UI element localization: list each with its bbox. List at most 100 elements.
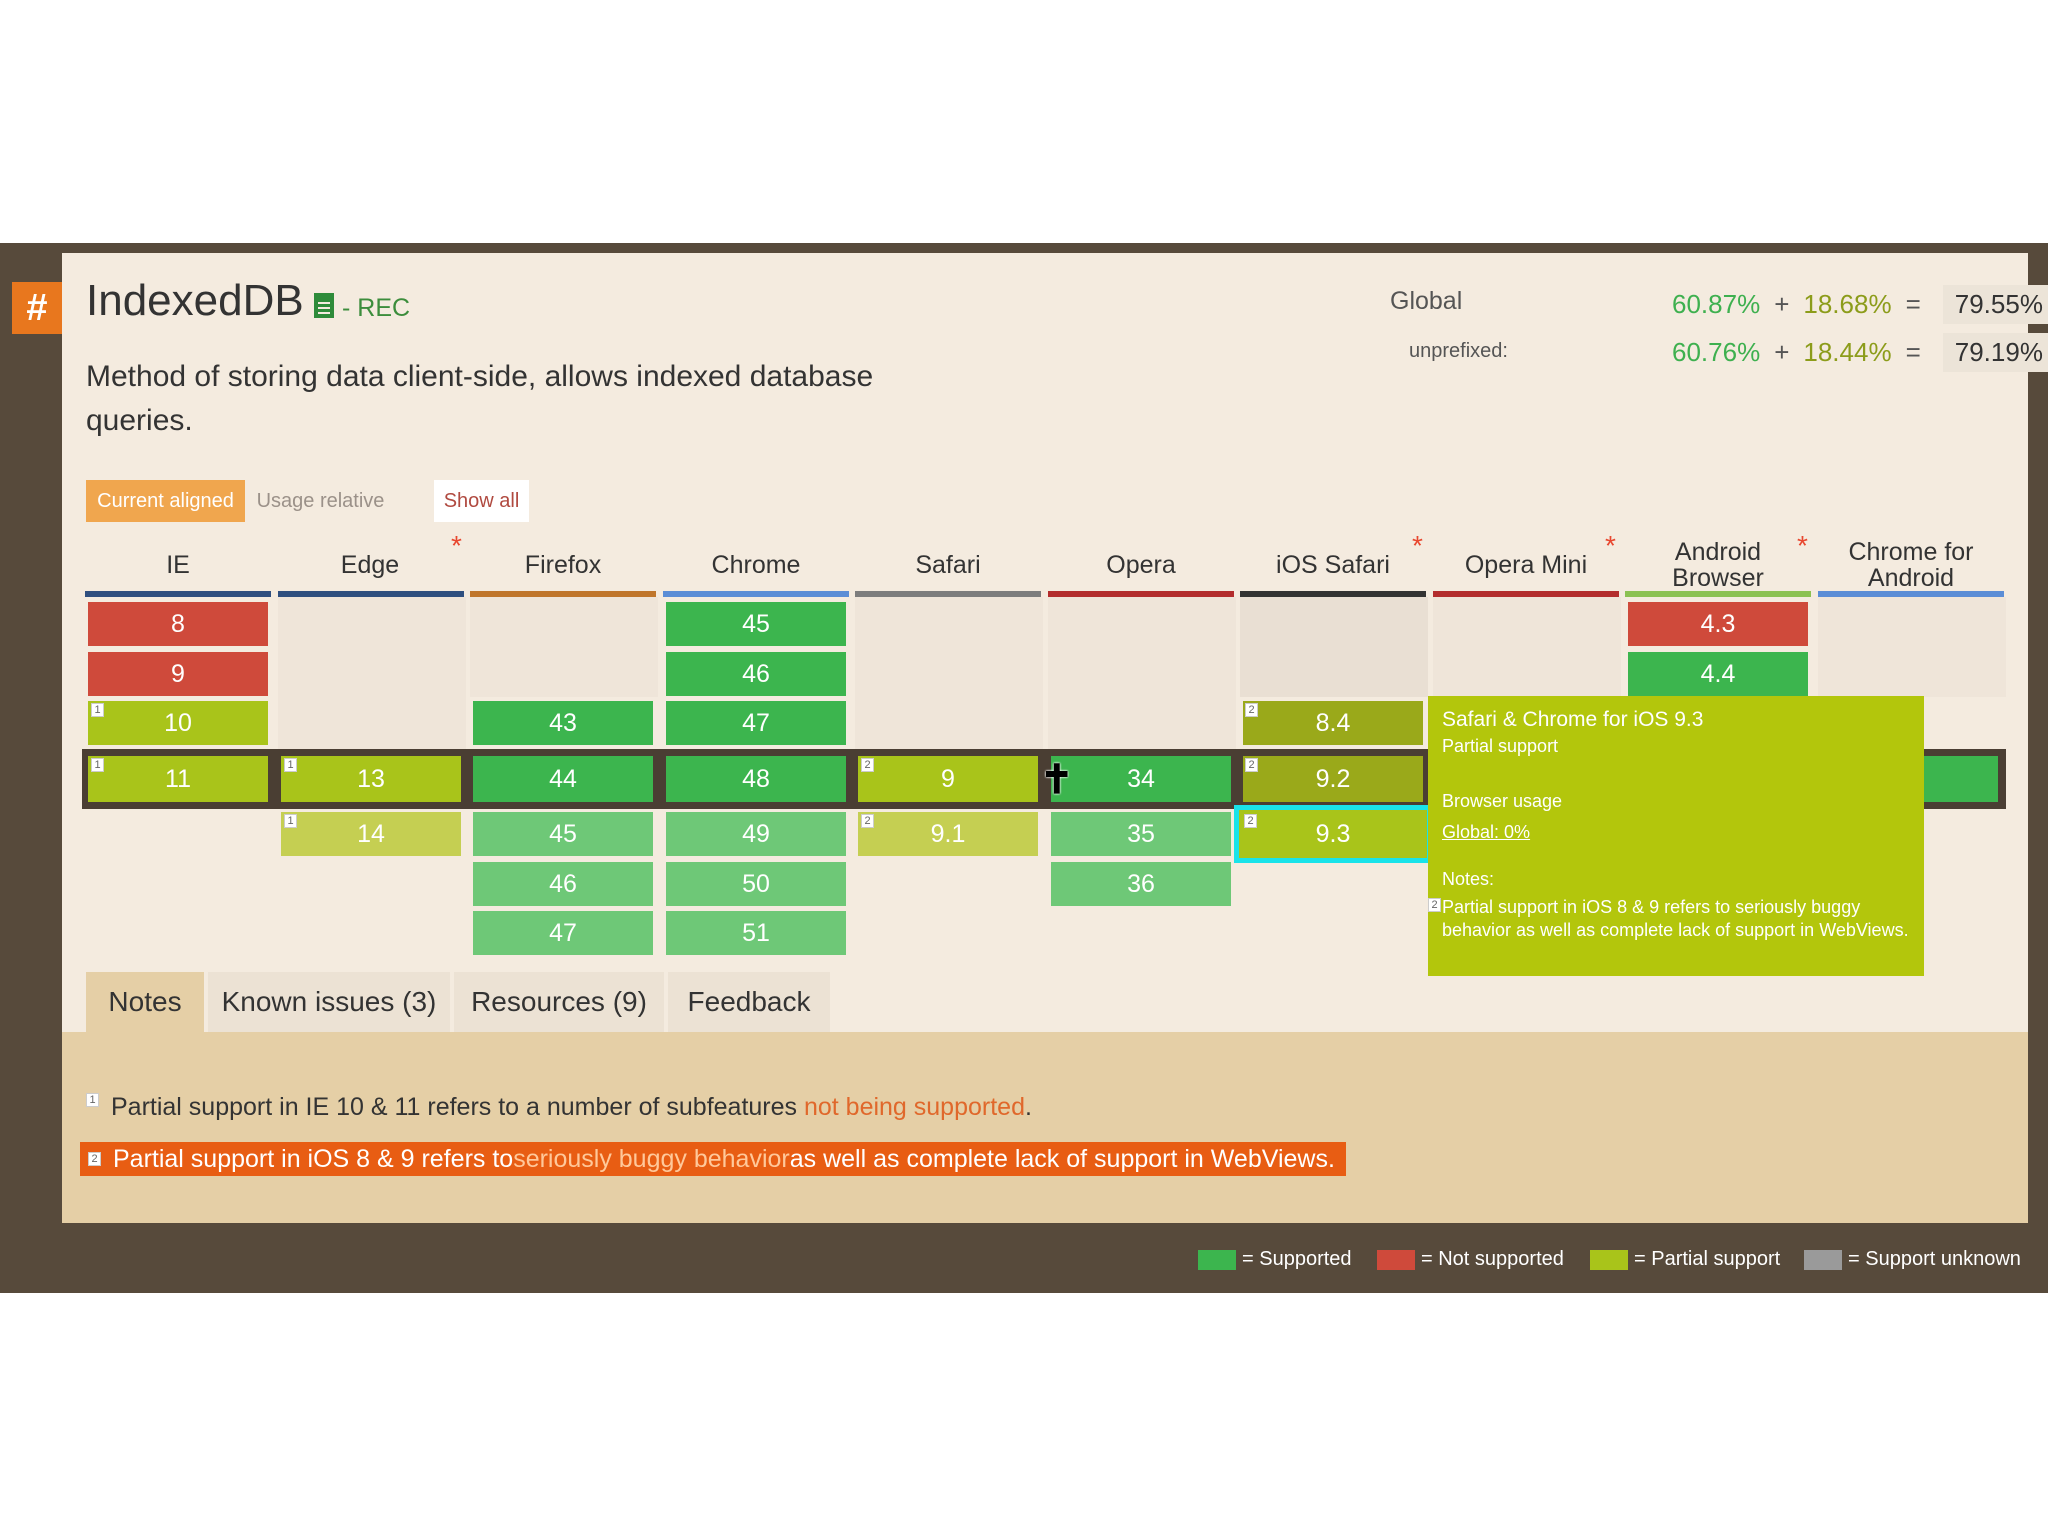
version-cell-firefox-46[interactable]: 46: [473, 862, 653, 906]
legend-label-partial-support: = Partial support: [1634, 1248, 1781, 1270]
usage-relative-button[interactable]: Usage relative: [256, 489, 385, 512]
browser-header-firefox[interactable]: Firefox: [524, 551, 602, 579]
tooltip-global-usage-link[interactable]: Global: 0%: [1442, 822, 1531, 842]
version-cell-android-4-4[interactable]: 4.4: [1628, 652, 1808, 696]
version-cell-ie-9[interactable]: 9: [88, 652, 268, 696]
version-cell-ie-10[interactable]: 10: [88, 701, 268, 745]
version-cell-chrome-50[interactable]: 50: [666, 862, 846, 906]
version-cell-ie-8[interactable]: 8: [88, 602, 268, 646]
unprefixed-usage-label: unprefixed:: [1409, 340, 1508, 362]
footnote-marker[interactable]: 1: [91, 758, 104, 772]
version-cell-ios-9-3[interactable]: 9.3: [1239, 810, 1427, 858]
browser-header-chrome[interactable]: Chrome: [711, 551, 801, 579]
note-2-end: as well as complete lack of support in W…: [789, 1144, 1335, 1173]
feature-description: Method of storing data client-side, allo…: [86, 360, 874, 437]
legend-swatch-supported: [1198, 1249, 1236, 1270]
safari-past-empty: [855, 597, 1043, 749]
tab-feedback[interactable]: Feedback: [668, 972, 830, 1032]
footnote-marker[interactable]: 2: [1245, 703, 1258, 717]
version-cell-chrome-48[interactable]: 48: [666, 756, 846, 802]
tooltip-note: 2 Partial support in iOS 8 & 9 refers to…: [1428, 896, 1910, 942]
version-cell-ie-11[interactable]: 11: [88, 756, 268, 802]
version-cell-opera-35[interactable]: 35: [1051, 812, 1231, 856]
version-cell-chrome-51[interactable]: 51: [666, 911, 846, 955]
legend-not-supported: = Not supported: [1377, 1248, 1564, 1271]
browser-header-android-browser[interactable]: Android Browser: [1672, 538, 1764, 592]
tooltip-usage-heading: Browser usage: [1442, 791, 1563, 811]
equals-sign: =: [1905, 289, 1921, 319]
spec-status[interactable]: - REC: [342, 294, 411, 322]
support-tooltip: Safari & Chrome for iOS 9.3 Partial supp…: [1428, 696, 1924, 976]
browser-header-safari[interactable]: Safari: [915, 551, 981, 579]
browser-header-opera-mini[interactable]: Opera Mini: [1464, 551, 1588, 579]
note-2-link[interactable]: seriously buggy behavior: [513, 1144, 790, 1173]
version-cell-firefox-47[interactable]: 47: [473, 911, 653, 955]
browser-bar-chrome: [663, 591, 849, 597]
legend-partial-support: = Partial support: [1590, 1248, 1780, 1271]
version-cell-edge-14[interactable]: 14: [281, 812, 461, 856]
footnote-marker: 2: [88, 1152, 101, 1166]
global-total-percent: 79.55%: [1942, 285, 2048, 324]
version-cell-firefox-45[interactable]: 45: [473, 812, 653, 856]
tab-known-issues[interactable]: Known issues (3): [208, 972, 450, 1032]
browser-header-ie[interactable]: IE: [166, 551, 190, 579]
tab-notes[interactable]: Notes: [86, 972, 204, 1032]
browser-bar-ios-safari: [1240, 591, 1426, 597]
edge-past-empty: [278, 597, 466, 749]
unprefixed-usage-stats: 60.76% + 18.44% = 79.19%: [1672, 333, 2048, 372]
note-1-end: .: [1024, 1093, 1032, 1121]
anchor-link[interactable]: #: [12, 282, 62, 334]
footnote-marker[interactable]: 2: [1245, 758, 1258, 772]
opera-mini-past-empty: [1433, 597, 1621, 697]
version-cell-chrome-47[interactable]: 47: [666, 701, 846, 745]
browser-bar-safari: [855, 591, 1041, 597]
version-cell-safari-9-1[interactable]: 9.1: [858, 812, 1038, 856]
browser-header-ios-safari[interactable]: iOS Safari: [1276, 551, 1390, 579]
footnote-marker[interactable]: 1: [91, 703, 104, 717]
version-cell-ios-8-4[interactable]: 8.4: [1243, 701, 1423, 745]
version-cell-ios-9-2[interactable]: 9.2: [1243, 756, 1423, 802]
legend-support-unknown: = Support unknown: [1804, 1248, 2021, 1271]
note-1-link[interactable]: not being supported: [803, 1093, 1025, 1121]
version-cell-edge-13[interactable]: 13: [281, 756, 461, 802]
version-cell-chrome-46[interactable]: 46: [666, 652, 846, 696]
plus-sign: +: [1774, 289, 1790, 319]
footnote-marker[interactable]: 2: [861, 814, 874, 828]
version-cell-safari-9[interactable]: 9: [858, 756, 1038, 802]
tab-resources[interactable]: Resources (9): [454, 972, 664, 1032]
footnote-marker[interactable]: 1: [284, 814, 297, 828]
current-aligned-button[interactable]: Current aligned: [86, 480, 245, 522]
browser-header-chrome-android[interactable]: Chrome for Android: [1848, 538, 1974, 592]
show-all-button[interactable]: Show all: [434, 480, 529, 522]
legend-swatch-partial-support: [1590, 1249, 1628, 1270]
global-supported-percent: 60.87%: [1672, 289, 1761, 319]
footnote-marker[interactable]: 1: [284, 758, 297, 772]
browser-header-opera[interactable]: Opera: [1106, 551, 1176, 579]
plus-sign: +: [1774, 337, 1790, 367]
note-1-text: Partial support in IE 10 & 11 refers to …: [111, 1093, 804, 1121]
spec-document-icon[interactable]: [314, 293, 334, 318]
browser-header-edge[interactable]: Edge: [340, 551, 400, 579]
version-cell-chrome-45[interactable]: 45: [666, 602, 846, 646]
footnote-marker: 1: [86, 1093, 99, 1107]
version-cell-android-4-3[interactable]: 4.3: [1628, 602, 1808, 646]
version-cell-opera-34[interactable]: 34: [1051, 756, 1231, 802]
edge-note-star: *: [451, 530, 462, 561]
version-cell-firefox-44[interactable]: 44: [473, 756, 653, 802]
feature-title: IndexedDB: [86, 276, 304, 325]
browser-bar-android-browser: [1625, 591, 1811, 597]
version-cell-opera-36[interactable]: 36: [1051, 862, 1231, 906]
opera-past-empty: [1048, 597, 1236, 749]
legend-label-supported: = Supported: [1242, 1248, 1352, 1270]
browser-bar-opera-mini: [1433, 591, 1619, 597]
version-cell-firefox-43[interactable]: 43: [473, 701, 653, 745]
tooltip-title: Safari & Chrome for iOS 9.3: [1442, 708, 1704, 731]
android-browser-note-star: *: [1797, 530, 1808, 561]
notes-panel: [62, 1032, 2028, 1223]
note-1: 1 Partial support in IE 10 & 11 refers to…: [86, 1093, 1032, 1122]
footnote-marker[interactable]: 2: [861, 758, 874, 772]
footnote-marker[interactable]: 2: [1244, 814, 1257, 828]
version-cell-chrome-49[interactable]: 49: [666, 812, 846, 856]
legend-label-not-supported: = Not supported: [1421, 1248, 1564, 1270]
tooltip-note-text: Partial support in iOS 8 & 9 refers to s…: [1442, 897, 1909, 940]
